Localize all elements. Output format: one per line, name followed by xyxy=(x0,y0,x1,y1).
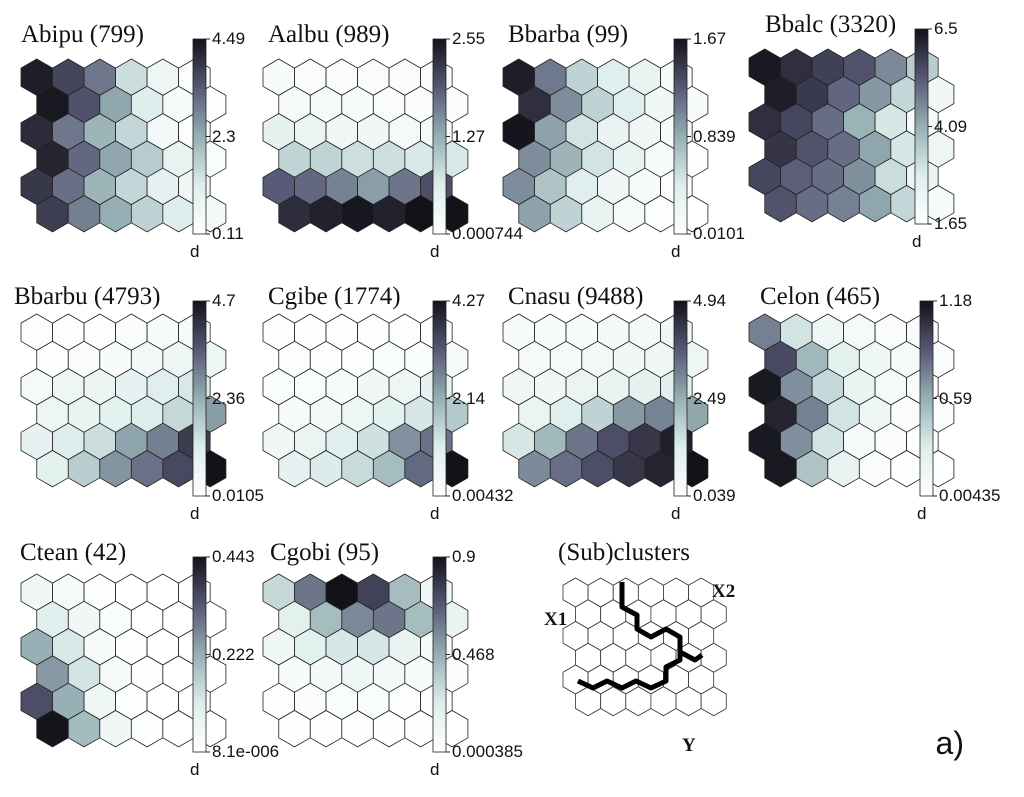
colorbar-tick-label: 4.09 xyxy=(934,116,968,136)
panel-title: Cgobi (95) xyxy=(270,539,380,566)
colorbar-tick-label: 1.27 xyxy=(452,126,486,146)
colorbar-tick-label: 0.0101 xyxy=(693,224,745,243)
panel-title: Bbarba (99) xyxy=(508,21,629,48)
panel-title: Abipu (799) xyxy=(21,21,144,48)
cluster-boundary xyxy=(619,582,704,663)
cluster-label: Y xyxy=(682,735,696,756)
cluster-label: X2 xyxy=(712,581,736,602)
colorbar-tick-label: 0.9 xyxy=(452,547,476,566)
hex-cell xyxy=(700,686,727,717)
colorbar-tick-label: 0.222 xyxy=(212,644,255,664)
colorbar-unit-label: d xyxy=(190,504,200,523)
panel-title: Aalbu (989) xyxy=(268,21,390,48)
colorbar-tick-label: 1.18 xyxy=(939,291,973,310)
colorbar xyxy=(432,300,450,497)
panel-title: Bbarbu (4793) xyxy=(14,283,161,310)
colorbar-tick-label: 2.3 xyxy=(212,126,236,146)
colorbar-tick-label: 0.468 xyxy=(452,644,495,664)
clusters-title: (Sub)clusters xyxy=(558,539,690,566)
colorbar xyxy=(914,28,932,225)
colorbar-tick-label: 0.0105 xyxy=(212,486,264,505)
hex-grid xyxy=(20,573,227,748)
clusters-hex-grid xyxy=(562,577,727,717)
colorbar-tick-label: 0.000744 xyxy=(452,224,523,243)
hex-grid xyxy=(502,58,709,233)
hex-grid xyxy=(748,48,955,223)
colorbar-tick-label: 0.039 xyxy=(693,486,736,505)
panel-title: Celon (465) xyxy=(760,283,881,310)
colorbar-tick-label: 4.7 xyxy=(212,291,236,310)
colorbar-gradient xyxy=(673,38,688,235)
colorbar-unit-label: d xyxy=(190,242,200,261)
colorbar xyxy=(432,38,450,235)
colorbar-gradient xyxy=(673,300,688,497)
colorbar-tick-label: 6.5 xyxy=(934,19,958,38)
colorbar-gradient xyxy=(432,38,447,235)
colorbar-tick-label: 1.65 xyxy=(934,214,968,233)
colorbar xyxy=(192,38,210,235)
colorbar-gradient xyxy=(919,300,934,497)
colorbar-tick-label: 2.55 xyxy=(452,29,486,48)
colorbar-tick-label: 8.1e-006 xyxy=(212,742,280,761)
colorbar-tick-label: 0.839 xyxy=(693,126,736,146)
panel-title: Cgibe (1774) xyxy=(268,283,401,310)
colorbar-tick-label: 2.49 xyxy=(693,388,727,408)
colorbar-tick-label: 0.000385 xyxy=(452,742,523,761)
colorbar-unit-label: d xyxy=(671,242,681,261)
colorbar-tick-label: 0.443 xyxy=(212,547,255,566)
colorbar-gradient xyxy=(914,28,929,225)
colorbar-tick-label: 0.00435 xyxy=(939,486,1001,505)
colorbar-unit-label: d xyxy=(430,242,440,261)
panel-title: Cnasu (9488) xyxy=(508,283,644,310)
panel-title: Bbalc (3320) xyxy=(765,11,897,38)
colorbar xyxy=(919,300,937,497)
colorbar-unit-label: d xyxy=(917,504,927,523)
colorbar xyxy=(192,556,210,753)
colorbar-tick-label: 4.94 xyxy=(693,291,727,310)
colorbar-unit-label: d xyxy=(430,504,440,523)
colorbar-gradient xyxy=(192,556,207,753)
colorbar-gradient xyxy=(192,38,207,235)
colorbar-unit-label: d xyxy=(912,232,922,251)
hex-grid xyxy=(20,58,227,233)
colorbar-tick-label: 4.49 xyxy=(212,29,246,48)
colorbar-gradient xyxy=(432,556,447,753)
colorbar-unit-label: d xyxy=(671,504,681,523)
figure-label: a) xyxy=(935,725,964,761)
colorbar-unit-label: d xyxy=(430,760,440,779)
colorbar xyxy=(673,300,691,497)
hex-grid xyxy=(502,313,709,488)
colorbar xyxy=(192,300,210,497)
colorbar xyxy=(673,38,691,235)
colorbar-tick-label: 0.11 xyxy=(212,224,244,243)
panel-title: Ctean (42) xyxy=(20,539,127,566)
cluster-boundary xyxy=(576,645,683,691)
colorbar-tick-label: 4.27 xyxy=(452,291,486,310)
colorbar-unit-label: d xyxy=(190,760,200,779)
colorbar xyxy=(432,556,450,753)
colorbar-gradient xyxy=(432,300,447,497)
hex-grid xyxy=(262,58,469,233)
colorbar-gradient xyxy=(192,300,207,497)
cluster-label: X1 xyxy=(544,609,568,630)
colorbar-tick-label: 2.14 xyxy=(452,388,486,408)
colorbar-tick-label: 1.67 xyxy=(693,29,727,48)
colorbar-tick-label: 0.00432 xyxy=(452,486,514,505)
colorbar-tick-label: 0.59 xyxy=(939,388,973,408)
colorbar-tick-label: 2.36 xyxy=(212,388,246,408)
